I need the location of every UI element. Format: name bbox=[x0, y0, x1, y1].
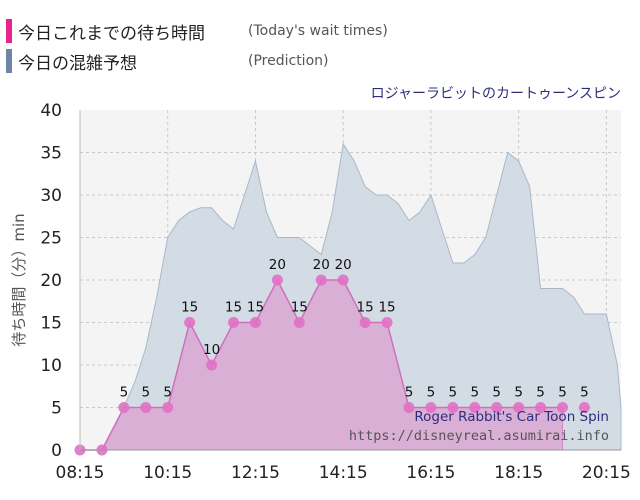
today-point bbox=[535, 402, 547, 413]
legend-prediction-label: 今日の混雑予想 bbox=[18, 53, 137, 74]
today-point bbox=[403, 402, 415, 413]
data-label: 5 bbox=[514, 385, 523, 401]
today-point bbox=[206, 359, 218, 371]
legend-today-label: 今日これまでの待ち時間 bbox=[18, 23, 205, 44]
y-tick-label: 40 bbox=[40, 101, 62, 121]
today-point bbox=[469, 402, 481, 413]
legend-today-swatch bbox=[6, 19, 12, 43]
today-point bbox=[381, 317, 393, 328]
today-point bbox=[315, 274, 327, 286]
data-label: 15 bbox=[225, 300, 242, 316]
y-tick-label: 25 bbox=[40, 229, 62, 249]
data-label: 10 bbox=[203, 342, 220, 358]
axes: 0 5 10 15 20 25 30 35 40 08:15 10:15 12:15 14:15 16:1… bbox=[40, 101, 631, 483]
data-label: 5 bbox=[558, 385, 567, 401]
today-point bbox=[249, 317, 261, 328]
data-label: 15 bbox=[247, 300, 264, 316]
today-point bbox=[447, 402, 459, 413]
y-axis-label: 待ち時間（分）min bbox=[10, 213, 28, 346]
data-label: 15 bbox=[378, 300, 395, 316]
data-label: 15 bbox=[291, 300, 308, 316]
today-point bbox=[359, 317, 371, 328]
x-tick-label: 10:15 bbox=[143, 463, 192, 483]
data-label: 20 bbox=[335, 257, 352, 273]
today-point bbox=[337, 274, 349, 286]
x-tick-label: 08:15 bbox=[56, 463, 105, 483]
x-tick-label: 12:15 bbox=[231, 463, 280, 483]
site-url: https://disneyreal.asumirai.info bbox=[349, 428, 609, 444]
today-point bbox=[271, 274, 283, 286]
y-tick-label: 0 bbox=[51, 441, 62, 461]
y-tick-label: 15 bbox=[40, 314, 62, 334]
data-label: 5 bbox=[405, 385, 414, 401]
legend-prediction: 今日の混雑予想 (Prediction) bbox=[6, 48, 328, 74]
today-point bbox=[184, 317, 196, 328]
ride-name-ja: ロジャーラビットのカートゥーンスピン bbox=[371, 86, 621, 102]
y-tick-label: 35 bbox=[40, 144, 62, 164]
today-point bbox=[228, 317, 240, 328]
legend-prediction-sublabel: (Prediction) bbox=[248, 53, 329, 69]
x-tick-label: 18:15 bbox=[494, 463, 543, 483]
x-tick-label: 20:15 bbox=[582, 463, 631, 483]
data-label: 5 bbox=[470, 385, 479, 401]
data-label: 5 bbox=[120, 385, 129, 401]
legend-today: 今日これまでの待ち時間 (Today's wait times) bbox=[6, 18, 388, 44]
data-label: 20 bbox=[313, 257, 330, 273]
today-point bbox=[293, 317, 305, 328]
x-tick-label: 16:15 bbox=[406, 463, 455, 483]
today-point bbox=[513, 402, 525, 413]
data-label: 20 bbox=[269, 257, 286, 273]
data-label: 5 bbox=[580, 385, 589, 401]
today-point bbox=[140, 402, 152, 413]
legend-prediction-swatch bbox=[6, 49, 12, 73]
data-label: 5 bbox=[163, 385, 172, 401]
today-point bbox=[578, 402, 590, 413]
y-tick-label: 5 bbox=[51, 399, 62, 419]
ride-name-en: Roger Rabbit's Car Toon Spin bbox=[414, 409, 609, 425]
y-tick-label: 20 bbox=[40, 271, 62, 291]
data-label: 5 bbox=[536, 385, 545, 401]
today-point bbox=[425, 402, 437, 413]
legend-today-sublabel: (Today's wait times) bbox=[248, 23, 388, 39]
y-tick-label: 10 bbox=[40, 356, 62, 376]
data-label: 15 bbox=[357, 300, 374, 316]
data-label: 5 bbox=[427, 385, 436, 401]
data-label: 5 bbox=[449, 385, 458, 401]
data-label: 5 bbox=[142, 385, 151, 401]
data-label: 5 bbox=[492, 385, 501, 401]
today-point bbox=[557, 402, 569, 413]
data-label: 15 bbox=[181, 300, 198, 316]
today-point bbox=[491, 402, 503, 413]
x-tick-label: 14:15 bbox=[319, 463, 368, 483]
today-point bbox=[162, 402, 174, 413]
today-point bbox=[118, 402, 130, 413]
y-tick-label: 30 bbox=[40, 186, 62, 206]
